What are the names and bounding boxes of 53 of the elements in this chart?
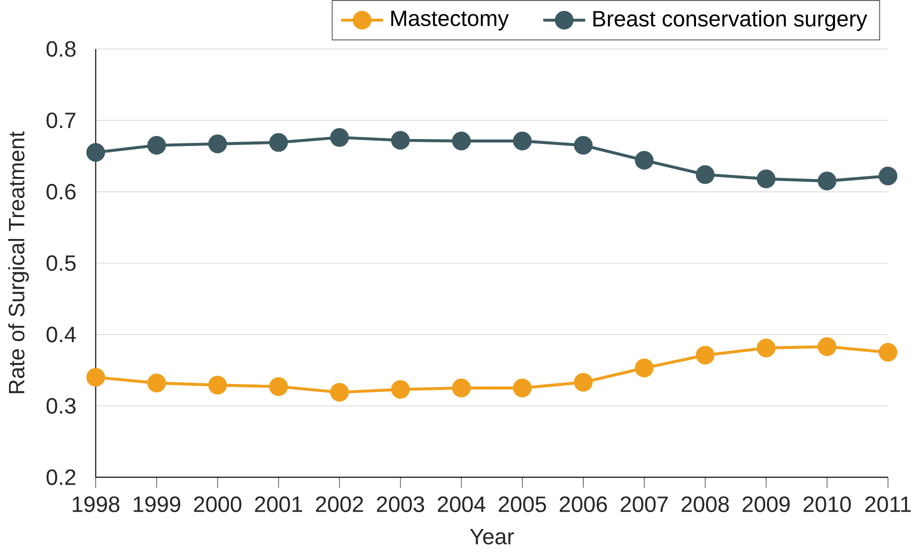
x-tick-label: 2000 xyxy=(194,496,242,512)
point xyxy=(452,132,471,151)
point xyxy=(86,368,106,387)
point xyxy=(756,170,776,188)
x-tick-label: 2004 xyxy=(438,496,486,512)
legend-label: Breast conservation surgery xyxy=(593,10,868,32)
point xyxy=(878,166,898,186)
legend-label: Mastectomy xyxy=(391,10,509,31)
point xyxy=(878,343,898,362)
x-tick-label: 2009 xyxy=(742,496,790,512)
y-tick-label: 0.4 xyxy=(46,326,76,342)
point xyxy=(756,338,776,358)
x-tick-label: 2007 xyxy=(620,496,668,512)
y-tick-label: 0.5 xyxy=(46,255,76,272)
x-tick-label: 2002 xyxy=(316,496,363,512)
point xyxy=(634,358,654,378)
x-tick-label: 2003 xyxy=(376,496,424,512)
point xyxy=(391,380,410,399)
y-axis-title: Rate of Surgical Treatment xyxy=(8,132,29,394)
point xyxy=(574,373,593,392)
x-tick-label: 2011 xyxy=(865,496,911,512)
point xyxy=(208,134,227,154)
x-tick-label: 2005 xyxy=(498,496,546,512)
point xyxy=(512,378,532,398)
point xyxy=(330,383,349,402)
point xyxy=(818,172,836,191)
point xyxy=(574,136,593,155)
point xyxy=(634,151,654,170)
point xyxy=(86,143,106,162)
point xyxy=(269,377,288,396)
point xyxy=(147,374,166,393)
point xyxy=(696,346,715,365)
y-tick-label: 0.2 xyxy=(46,470,76,486)
x-tick-label: 2001 xyxy=(255,496,302,512)
y-tick-label: 0.7 xyxy=(46,112,76,128)
x-tick-label: 1999 xyxy=(134,496,180,512)
y-tick-label: 0.3 xyxy=(46,398,76,414)
point xyxy=(452,378,471,398)
x-tick-label: 1998 xyxy=(72,496,120,512)
point xyxy=(330,128,349,147)
point xyxy=(391,131,410,150)
x-tick-label: 2006 xyxy=(560,496,607,512)
point xyxy=(818,337,836,356)
point xyxy=(208,376,227,395)
y-tick-label: 0.8 xyxy=(46,41,76,57)
x-tick-label: 2008 xyxy=(682,496,729,512)
x-tick-label: 2010 xyxy=(804,496,851,512)
x-axis-title: Year xyxy=(470,529,514,545)
point xyxy=(512,132,532,151)
point xyxy=(696,165,715,184)
point xyxy=(147,136,166,155)
point xyxy=(269,133,288,152)
y-tick-label: 0.6 xyxy=(46,184,76,200)
